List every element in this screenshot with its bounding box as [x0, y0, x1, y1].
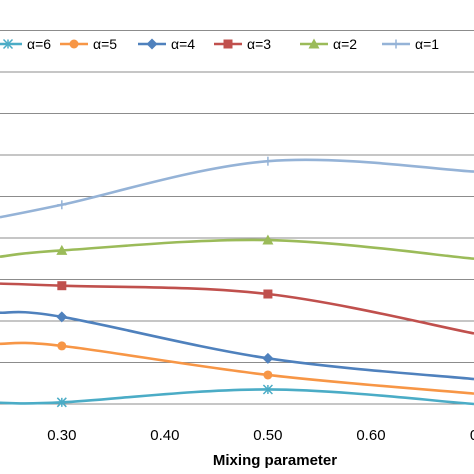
data-point-marker	[223, 39, 233, 49]
legend-item: α=4	[138, 36, 195, 52]
legend-label: α=5	[93, 36, 117, 52]
series-line	[0, 341, 474, 395]
x-axis-ticks: 0.30 0.40 0.50 0.60 0	[47, 427, 474, 444]
data-point-marker	[263, 370, 273, 380]
data-point-marker	[391, 39, 401, 49]
series-layer	[0, 156, 474, 408]
data-point-marker	[263, 289, 273, 299]
series	[0, 310, 474, 381]
data-point-marker	[56, 397, 67, 408]
legend-label: α=3	[247, 36, 271, 52]
data-point-marker	[263, 156, 273, 166]
series	[0, 281, 474, 335]
series-line	[0, 282, 474, 335]
series	[0, 156, 474, 219]
x-tick-label: 0.60	[356, 427, 385, 444]
legend-item: α=2	[300, 36, 357, 52]
data-point-marker	[262, 234, 274, 245]
series-line	[0, 158, 474, 219]
data-point-marker	[262, 384, 273, 395]
legend: α=6 α=5 α=4 α=3 α=2 α=1	[0, 36, 439, 52]
series	[0, 234, 474, 261]
data-point-marker	[57, 341, 67, 351]
legend-item: α=5	[60, 36, 117, 52]
data-point-marker	[262, 352, 274, 364]
legend-item: α=3	[214, 36, 271, 52]
x-tick-label: 0.50	[253, 427, 282, 444]
x-tick-label: 0.40	[150, 427, 179, 444]
data-point-marker	[56, 244, 68, 255]
legend-label: α=6	[27, 36, 51, 52]
data-point-marker	[308, 38, 320, 49]
x-axis-title: Mixing parameter	[213, 452, 337, 469]
series-line	[0, 238, 474, 261]
x-tick-label: 0	[470, 427, 474, 444]
legend-label: α=4	[171, 36, 195, 52]
data-point-marker	[2, 38, 14, 50]
legend-label: α=2	[333, 36, 357, 52]
x-tick-label: 0.30	[47, 427, 76, 444]
series-line	[0, 388, 474, 406]
legend-label: α=1	[415, 36, 439, 52]
data-point-marker	[57, 200, 67, 210]
data-point-marker	[57, 281, 67, 291]
data-point-marker	[146, 38, 158, 50]
series	[0, 341, 474, 395]
series	[0, 384, 474, 408]
series-line	[0, 310, 474, 381]
data-point-marker	[56, 311, 68, 323]
legend-item: α=1	[382, 36, 439, 52]
legend-item: α=6	[0, 36, 51, 52]
data-point-marker	[69, 39, 79, 49]
